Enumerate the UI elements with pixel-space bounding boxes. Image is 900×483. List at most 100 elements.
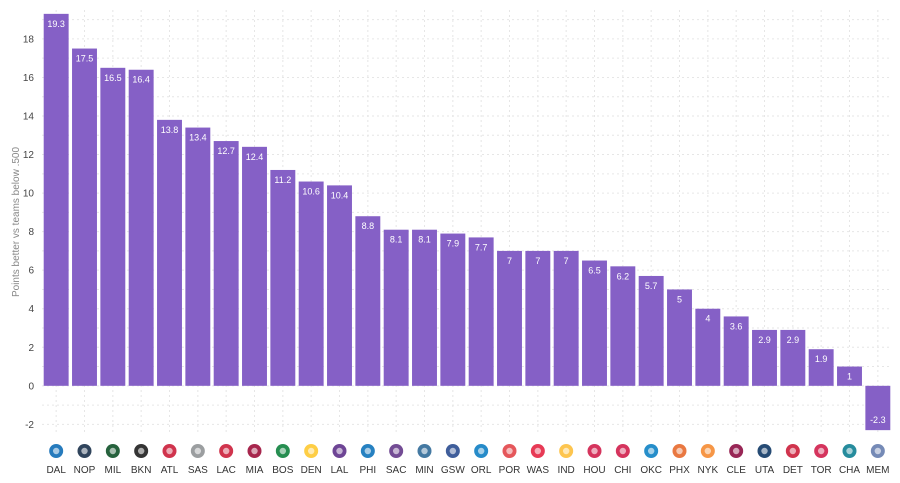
gridlines bbox=[42, 10, 892, 434]
x-tick-label: ORL bbox=[471, 465, 492, 476]
x-tick-label: LAC bbox=[216, 465, 235, 476]
bar-dal bbox=[43, 13, 69, 386]
data-label: 19.3 bbox=[47, 19, 65, 29]
data-labels: 19.317.516.5 16.413.813.412.712.411.210.6… bbox=[47, 19, 885, 425]
bar-det bbox=[780, 329, 806, 386]
bar-cha bbox=[837, 366, 862, 386]
x-tick-label: NOP bbox=[74, 465, 96, 476]
logo-inner-icon bbox=[789, 447, 797, 455]
bar-tor bbox=[808, 349, 834, 386]
x-axis-ticks: DAL NOP MIL BKN ATL SAS LAC MIA BOS DEN LAL PHI SAC M… bbox=[46, 465, 889, 476]
bars bbox=[43, 13, 891, 431]
logo-inner-icon bbox=[761, 447, 768, 455]
bar-mil bbox=[100, 67, 126, 386]
bar-okc bbox=[638, 275, 664, 386]
bar-bos bbox=[270, 169, 296, 386]
data-label: 6.5 bbox=[588, 266, 601, 276]
data-label: 12.4 bbox=[246, 152, 264, 162]
data-label: 5 bbox=[677, 294, 682, 304]
x-tick-label: MIA bbox=[246, 465, 264, 476]
bar-por bbox=[497, 250, 522, 386]
logo-inner-icon bbox=[364, 447, 372, 455]
data-label: 5.7 bbox=[645, 281, 658, 291]
bar-gsw bbox=[440, 233, 466, 386]
data-label: 12.7 bbox=[217, 146, 235, 156]
bar-was bbox=[525, 250, 551, 386]
logo-inner-icon bbox=[52, 447, 60, 455]
x-tick-label: BOS bbox=[272, 465, 293, 476]
logo-inner-icon bbox=[392, 447, 400, 455]
bar-phx bbox=[667, 289, 692, 386]
x-tick-label: MIL bbox=[104, 465, 121, 476]
bar-uta bbox=[752, 329, 777, 386]
bar-hou bbox=[582, 260, 607, 386]
logo-inner-icon bbox=[81, 447, 88, 455]
y-tick-label: 2 bbox=[28, 343, 34, 354]
y-tick-label: 6 bbox=[28, 266, 34, 277]
logo-inner-icon bbox=[817, 447, 825, 455]
logo-inner-icon bbox=[506, 447, 513, 455]
data-label: 2.9 bbox=[787, 335, 800, 345]
data-label: 7 bbox=[507, 256, 512, 266]
logo-inner-icon bbox=[251, 447, 258, 455]
x-tick-label: SAS bbox=[188, 465, 208, 476]
bar-ind bbox=[553, 250, 579, 386]
y-axis-label: Points better vs teams below .500 bbox=[11, 147, 22, 298]
data-label: 3.6 bbox=[730, 321, 743, 331]
bar-mem bbox=[865, 385, 891, 431]
x-tick-label: CLE bbox=[726, 465, 746, 476]
x-tick-label: MIN bbox=[415, 465, 433, 476]
logo-inner-icon bbox=[166, 447, 173, 455]
data-label: 7 bbox=[564, 256, 569, 266]
y-tick-label: -2 bbox=[25, 420, 34, 431]
logo-inner-icon bbox=[562, 447, 570, 455]
data-label: 1.9 bbox=[815, 354, 828, 364]
x-tick-label: DET bbox=[783, 465, 803, 476]
data-label: 10.4 bbox=[331, 190, 349, 200]
x-tick-label: IND bbox=[558, 465, 575, 476]
data-label: 7 bbox=[535, 256, 540, 266]
bar-chi bbox=[610, 266, 636, 386]
x-tick-label: GSW bbox=[441, 465, 465, 476]
logo-inner-icon bbox=[336, 447, 343, 455]
data-label: 1 bbox=[847, 372, 852, 382]
y-tick-label: 4 bbox=[28, 304, 34, 315]
x-tick-label: SAC bbox=[386, 465, 407, 476]
y-tick-label: 0 bbox=[28, 381, 34, 392]
x-tick-label: OKC bbox=[640, 465, 662, 476]
y-tick-label: 10 bbox=[23, 189, 35, 200]
data-label: 8.1 bbox=[390, 235, 403, 245]
bar-sas bbox=[185, 127, 211, 386]
data-label: 17.5 bbox=[76, 54, 94, 64]
x-tick-label: PHI bbox=[359, 465, 376, 476]
x-tick-label: ATL bbox=[161, 465, 179, 476]
data-label: 11.2 bbox=[274, 175, 291, 185]
logo-inner-icon bbox=[704, 447, 712, 455]
data-label: 6.2 bbox=[617, 271, 630, 281]
bar-mia bbox=[242, 146, 267, 386]
data-label: 7.7 bbox=[475, 242, 488, 252]
logo-inner-icon bbox=[591, 447, 598, 455]
logo-inner-icon bbox=[676, 447, 683, 455]
logo-inner-icon bbox=[421, 447, 428, 455]
x-tick-label: PHX bbox=[669, 465, 690, 476]
bar-atl bbox=[157, 119, 182, 386]
data-label: 8.1 bbox=[418, 235, 431, 245]
x-tick-label: NYK bbox=[698, 465, 719, 476]
y-tick-label: 16 bbox=[23, 73, 35, 84]
data-label: 16.5 bbox=[104, 73, 122, 83]
logo-inner-icon bbox=[449, 447, 457, 455]
data-label: 13.8 bbox=[161, 125, 179, 135]
x-tick-label: BKN bbox=[131, 465, 152, 476]
bar-den bbox=[298, 181, 324, 386]
logo-inner-icon bbox=[534, 447, 542, 455]
y-tick-label: 12 bbox=[23, 150, 35, 161]
bar-bkn bbox=[128, 69, 154, 386]
bar-lac bbox=[213, 141, 239, 386]
x-tick-label: MEM bbox=[866, 465, 889, 476]
data-label: 8.8 bbox=[362, 221, 375, 231]
y-tick-label: 14 bbox=[23, 112, 35, 123]
data-label: 4 bbox=[705, 314, 710, 324]
bar-sac bbox=[383, 229, 409, 386]
